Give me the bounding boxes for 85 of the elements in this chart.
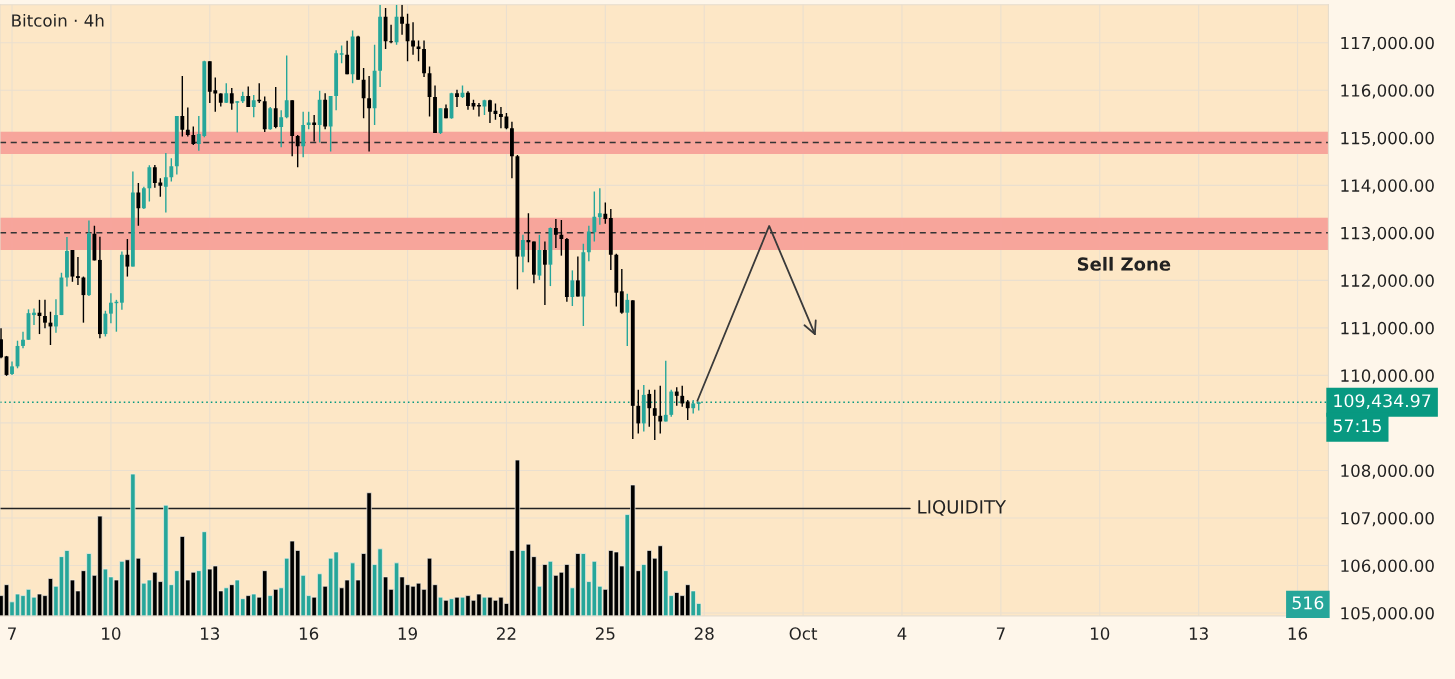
candlestick (619, 268, 624, 315)
x-tick-label: 4 (897, 627, 907, 640)
candlestick (361, 67, 366, 120)
candlestick (636, 388, 641, 435)
x-tick-label: Oct (789, 627, 818, 640)
candlestick (169, 157, 174, 183)
candlestick (295, 134, 300, 168)
candlestick (367, 75, 372, 153)
candlestick (570, 269, 575, 307)
candlestick (125, 238, 130, 278)
y-tick-label: 116,000.00 (1341, 84, 1434, 99)
candlestick (268, 106, 273, 131)
y-tick-label: 106,000.00 (1341, 559, 1434, 574)
candlestick (625, 292, 630, 347)
candlestick (499, 106, 503, 129)
candlestick (455, 89, 459, 108)
candlestick (163, 152, 168, 214)
x-tick-label: 16 (1288, 627, 1308, 640)
candlestick (559, 219, 564, 257)
candlestick (389, 24, 393, 44)
candlestick (597, 187, 602, 226)
candlestick (185, 106, 190, 138)
y-tick-label: 107,000.00 (1341, 511, 1434, 527)
x-tick-label: 7 (8, 627, 16, 640)
candlestick (652, 388, 657, 441)
candlestick (54, 298, 58, 334)
x-tick-label: 13 (1189, 627, 1208, 640)
candlestick (235, 100, 240, 134)
x-tick-label: 10 (1090, 627, 1110, 640)
x-tick-label: 28 (694, 627, 714, 640)
candlestick (284, 54, 289, 120)
candlestick (669, 388, 674, 418)
candlestick (279, 109, 284, 149)
candlestick (553, 218, 558, 249)
y-tick-label: 112,000.00 (1341, 274, 1434, 289)
candlestick (229, 87, 234, 111)
y-tick-label: 115,000.00 (1341, 131, 1434, 147)
x-tick-label: 22 (497, 627, 516, 640)
candlestick (180, 75, 185, 138)
candlestick (647, 388, 652, 428)
y-tick-label: 114,000.00 (1341, 179, 1434, 194)
candlestick (575, 255, 580, 298)
candlestick (658, 385, 663, 435)
candlestick (273, 86, 278, 129)
candlestick (251, 94, 256, 119)
candlestick (301, 110, 306, 158)
x-tick-label: 25 (595, 627, 615, 640)
candlestick (411, 21, 415, 56)
candlestick (542, 240, 547, 306)
y-tick-label: 110,000.00 (1341, 369, 1434, 384)
candlestick (674, 386, 679, 407)
candlestick (147, 164, 152, 203)
y-tick-label: 105,000.00 (1341, 606, 1434, 622)
candlestick (136, 182, 141, 227)
candlestick (76, 256, 80, 286)
candlestick (108, 292, 113, 324)
candlestick (521, 234, 525, 273)
y-tick-label: 113,000.00 (1341, 226, 1434, 242)
ref-line-label: 109,434.97 (1334, 394, 1431, 410)
annotation: 516 (1292, 596, 1324, 610)
y-tick-label: 117,000.00 (1341, 36, 1434, 52)
x-tick-label: 16 (299, 627, 319, 640)
candlestick (43, 299, 47, 330)
x-tick-label: 19 (398, 627, 417, 640)
y-tick-label: 108,000.00 (1341, 464, 1434, 479)
candlestick (246, 85, 251, 108)
x-tick-label: 13 (201, 627, 220, 640)
x-tick-label: 10 (102, 627, 121, 640)
candlestick (680, 385, 685, 408)
candlestick (141, 186, 146, 210)
candlestick (400, 4, 404, 36)
y-tick-label: 111,000.00 (1341, 321, 1434, 337)
ref-line-label: LIQUIDITY (918, 500, 1007, 516)
candlestick (0, 327, 3, 359)
candlestick (685, 399, 690, 421)
candlestick (603, 201, 608, 225)
chart-title: Bitcoin · 4h (12, 13, 104, 27)
candlestick (663, 359, 668, 423)
candlestick (345, 40, 350, 75)
candlestick (466, 90, 470, 111)
x-tick-label: 7 (996, 627, 1005, 640)
text: 57:15 (1333, 419, 1381, 433)
candlestick (191, 125, 196, 146)
candlestick (103, 310, 108, 338)
band-label: Sell Zone (1077, 256, 1171, 271)
